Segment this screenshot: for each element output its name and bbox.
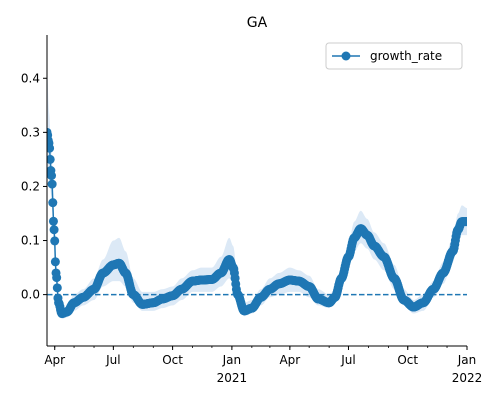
x-tick-label: Apr xyxy=(279,353,300,367)
x-tick-label: Oct xyxy=(162,353,183,367)
data-point xyxy=(50,257,60,267)
legend-label: growth_rate xyxy=(370,49,442,63)
legend: growth_rate xyxy=(325,42,463,70)
data-point xyxy=(49,225,59,235)
legend-box xyxy=(325,42,463,70)
plot-content xyxy=(47,67,467,319)
y-tick-label: 0.0 xyxy=(21,288,40,302)
series-markers xyxy=(47,127,467,319)
x-tick-label: Jan xyxy=(222,353,242,367)
data-point xyxy=(48,216,58,226)
y-tick-label: 0.2 xyxy=(21,179,40,193)
y-tick-label: 0.4 xyxy=(21,71,40,85)
data-point xyxy=(47,143,55,153)
y-tick-label: 0.1 xyxy=(21,234,40,248)
data-point xyxy=(52,273,62,283)
chart-title: GA xyxy=(247,15,268,31)
data-point xyxy=(47,171,57,181)
series-line xyxy=(47,132,467,315)
confidence-band xyxy=(47,67,467,319)
plot-area xyxy=(47,67,467,319)
x-tick-label: Apr xyxy=(44,353,65,367)
axes: 0.0 0.1 0.2 0.3 0.4 Apr Jul Oct Jan 2021 Apr Jul Oct… xyxy=(21,35,482,385)
data-point xyxy=(48,198,58,208)
data-point xyxy=(47,154,55,164)
x-tick-label: Jul xyxy=(105,353,120,367)
x-tick-label: Jul xyxy=(340,353,355,367)
x-tick-label: Jan xyxy=(457,353,477,367)
data-point xyxy=(47,179,57,189)
y-tick-label: 0.3 xyxy=(21,125,40,139)
data-point xyxy=(50,236,60,246)
data-point xyxy=(52,283,62,293)
x-tick-year-label: 2022 xyxy=(452,371,483,385)
x-tick-year-label: 2021 xyxy=(217,371,248,385)
legend-marker xyxy=(341,51,351,61)
data-point xyxy=(462,217,467,227)
x-tick-label: Oct xyxy=(397,353,418,367)
